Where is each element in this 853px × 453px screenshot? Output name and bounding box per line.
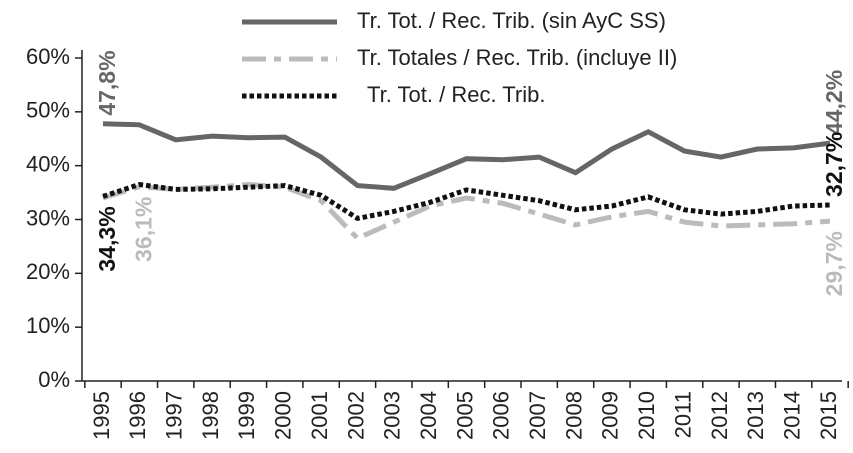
series-line: [102, 121, 831, 191]
x-tick-label: 2002: [343, 391, 368, 440]
x-tick-label: 2005: [452, 391, 477, 440]
series-line: [102, 181, 831, 242]
x-tick-label: 2013: [743, 391, 768, 440]
series-line: [102, 181, 831, 222]
y-tick-label: 30%: [26, 205, 70, 230]
x-tick-label: 2009: [598, 391, 623, 440]
x-tick-label: 2010: [634, 391, 659, 440]
x-tick-label: 2006: [489, 391, 514, 440]
y-tick-label: 50%: [26, 98, 70, 123]
x-tick-label: 1998: [198, 391, 223, 440]
x-tick-label: 2001: [307, 391, 332, 440]
x-tick-label: 2011: [670, 391, 695, 438]
x-tick-label: 2007: [525, 391, 550, 440]
x-tick-label: 2008: [561, 391, 586, 440]
value-label: 32,7%: [821, 132, 847, 197]
x-tick-label: 2014: [779, 391, 804, 440]
x-tick-label: 1997: [162, 391, 187, 440]
y-tick-label: 0%: [38, 367, 70, 392]
legend-label: Tr. Totales / Rec. Trib. (incluye II): [357, 45, 677, 70]
value-label: 44,2%: [821, 70, 847, 135]
y-tick-label: 60%: [26, 44, 70, 69]
value-label: 34,3%: [94, 206, 120, 271]
value-label: 29,7%: [821, 231, 847, 296]
x-tick-label: 2003: [380, 391, 405, 440]
y-tick-label: 20%: [26, 259, 70, 284]
x-tick-label: 2015: [816, 391, 841, 440]
x-tick-label: 1995: [89, 391, 114, 440]
value-label: 47,8%: [94, 50, 120, 115]
x-tick-label: 1999: [234, 391, 259, 440]
legend-label: Tr. Tot. / Rec. Trib. (sin AyC SS): [357, 8, 666, 33]
y-tick-label: 40%: [26, 151, 70, 176]
legend-label: Tr. Tot. / Rec. Trib.: [367, 82, 546, 107]
x-tick-label: 2000: [271, 391, 296, 440]
x-tick-label: 2004: [416, 391, 441, 440]
x-tick-label: 1996: [125, 391, 150, 440]
value-label: 36,1%: [130, 197, 156, 262]
x-tick-label: 2012: [707, 391, 732, 440]
y-tick-label: 10%: [26, 313, 70, 338]
